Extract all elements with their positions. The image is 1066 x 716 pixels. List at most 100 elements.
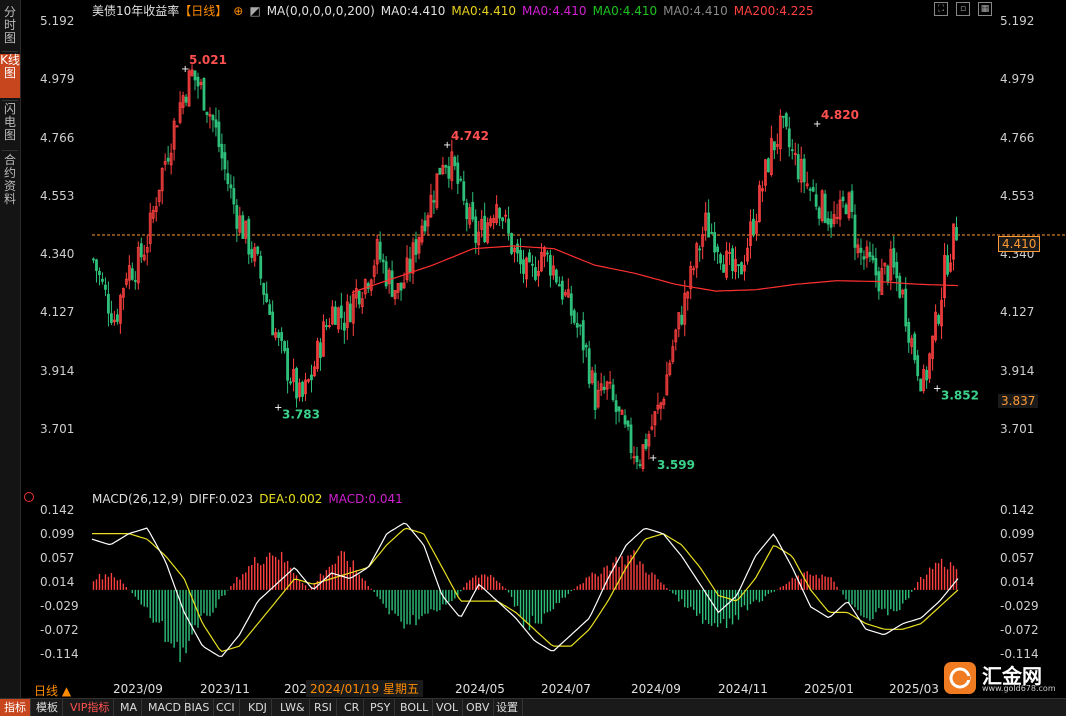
indicator-tab-0[interactable]: 指标 <box>0 699 31 716</box>
ma-params[interactable]: MA(0,0,0,0,0,200) <box>266 4 375 18</box>
ma-value-2: MA0:4.410 <box>521 4 587 18</box>
candle-body <box>244 220 248 239</box>
divider <box>2 100 18 101</box>
candle-body <box>360 298 364 307</box>
chart-settings-icon[interactable]: ◩ <box>249 4 261 18</box>
y-tick-label: 4.979 <box>1000 72 1035 87</box>
period-button[interactable]: 日线 ▲ <box>34 684 72 698</box>
y-tick-label: 5.192 <box>40 14 75 28</box>
candle-body <box>847 192 851 219</box>
indicator-tab-6[interactable]: CCI <box>212 699 240 716</box>
tab-contract-info[interactable]: 合约资料 <box>3 153 16 206</box>
indicator-tab-bar: 指标 模板 VIP指标 MA MACD BIAS CCI KDJ LW& RSI CR PSY BOLL… <box>0 698 1066 716</box>
candle-body <box>465 202 469 220</box>
candle-body <box>919 378 923 392</box>
indicator-tab-5[interactable]: BIAS <box>180 699 215 716</box>
indicator-tab-1[interactable]: 模板 <box>32 699 63 716</box>
candle-body <box>118 295 122 324</box>
candle-body <box>704 212 708 231</box>
candle-body <box>271 311 275 336</box>
candle-body <box>593 372 597 410</box>
candle-body <box>668 362 672 375</box>
candlestick-chart[interactable]: +5.021+ 3.783+4.742+ 3.599+4.820+ 3.852 <box>0 0 1066 480</box>
candle-body <box>289 381 292 384</box>
candle-body <box>635 455 639 463</box>
candle-body <box>247 218 251 255</box>
macd-y-tick-label: -0.072 <box>40 623 79 638</box>
candle-body <box>459 178 463 181</box>
candle-body <box>889 248 893 281</box>
candle-body <box>429 194 433 218</box>
layout-icon[interactable]: ▦ <box>978 2 992 16</box>
pin-icon[interactable]: ▫ <box>956 2 970 16</box>
macd-settings-icon[interactable] <box>24 492 34 502</box>
extreme-marker: + <box>649 453 657 464</box>
candle-body <box>121 288 125 298</box>
indicator-tab-12[interactable]: BOLL <box>396 699 434 716</box>
indicator-tab-10[interactable]: CR <box>340 699 365 716</box>
candle-body <box>775 144 779 147</box>
candle-body <box>402 282 406 289</box>
candle-body <box>874 258 878 276</box>
candle-body <box>728 252 731 254</box>
y-tick-label: 3.701 <box>40 422 75 436</box>
indicator-tab-14[interactable]: OBV <box>462 699 495 716</box>
indicator-tab-3[interactable]: MA <box>116 699 143 716</box>
indicator-tab-2[interactable]: VIP指标 <box>66 699 115 716</box>
high-annotation: 4.742 <box>451 129 489 143</box>
candle-body <box>853 214 857 248</box>
candle-body <box>769 138 773 175</box>
macd-y-tick-label: -0.072 <box>1000 623 1039 638</box>
high-annotation: 5.021 <box>189 53 227 67</box>
candle-body <box>348 303 352 323</box>
indicator-tab-11[interactable]: PSY <box>366 699 396 716</box>
candle-body <box>450 151 454 181</box>
candle-body <box>325 325 328 328</box>
candle-body <box>226 173 230 185</box>
candle-body <box>832 214 836 225</box>
indicator-tab-13[interactable]: VOL <box>432 699 464 716</box>
candle-body <box>480 218 484 230</box>
logo-icon <box>944 662 976 694</box>
candle-body <box>817 207 821 219</box>
candle-body <box>330 306 334 325</box>
tab-kline[interactable]: K线图 <box>0 54 20 98</box>
tab-lightning[interactable]: 闪电图 <box>3 102 16 142</box>
cursor-date: 2024/01/19 星期五 <box>306 680 423 697</box>
candle-body <box>456 162 460 184</box>
y-tick-label: 4.340 <box>40 247 75 262</box>
candle-body <box>605 381 609 390</box>
candle-body <box>755 220 758 234</box>
candle-body <box>507 218 510 234</box>
tab-timeshare[interactable]: 分时图 <box>3 5 16 45</box>
add-indicator-icon[interactable]: ⊕ <box>233 4 244 18</box>
indicator-tab-8[interactable]: LW& <box>276 699 310 716</box>
candle-body <box>611 384 615 401</box>
candle-body <box>229 184 233 189</box>
candle-body <box>653 411 657 426</box>
period-label[interactable]: 【日线】 <box>179 4 228 18</box>
indicator-tab-9[interactable]: RSI <box>310 699 337 716</box>
macd-chart[interactable] <box>0 490 1066 680</box>
macd-params[interactable]: MACD(26,12,9) <box>92 492 184 506</box>
indicator-tab-15[interactable]: 设置 <box>492 699 523 716</box>
candle-body <box>172 120 176 150</box>
candle-body <box>752 218 755 235</box>
candle-body <box>396 283 400 293</box>
candle-body <box>139 243 143 258</box>
candle-body <box>784 113 788 127</box>
candle-body <box>256 246 260 254</box>
candle-body <box>722 264 725 273</box>
candle-body <box>498 207 502 219</box>
candle-body <box>560 280 564 300</box>
candle-body <box>537 270 540 277</box>
candle-body <box>554 269 558 283</box>
candle-body <box>405 257 409 281</box>
indicator-tab-4[interactable]: MACD <box>144 699 186 716</box>
fullscreen-icon[interactable]: ⛶ <box>934 2 948 16</box>
candle-body <box>734 259 737 272</box>
candle-body <box>835 216 839 219</box>
indicator-tab-7[interactable]: KDJ <box>244 699 272 716</box>
candle-body <box>719 254 722 264</box>
candle-body <box>545 252 549 255</box>
